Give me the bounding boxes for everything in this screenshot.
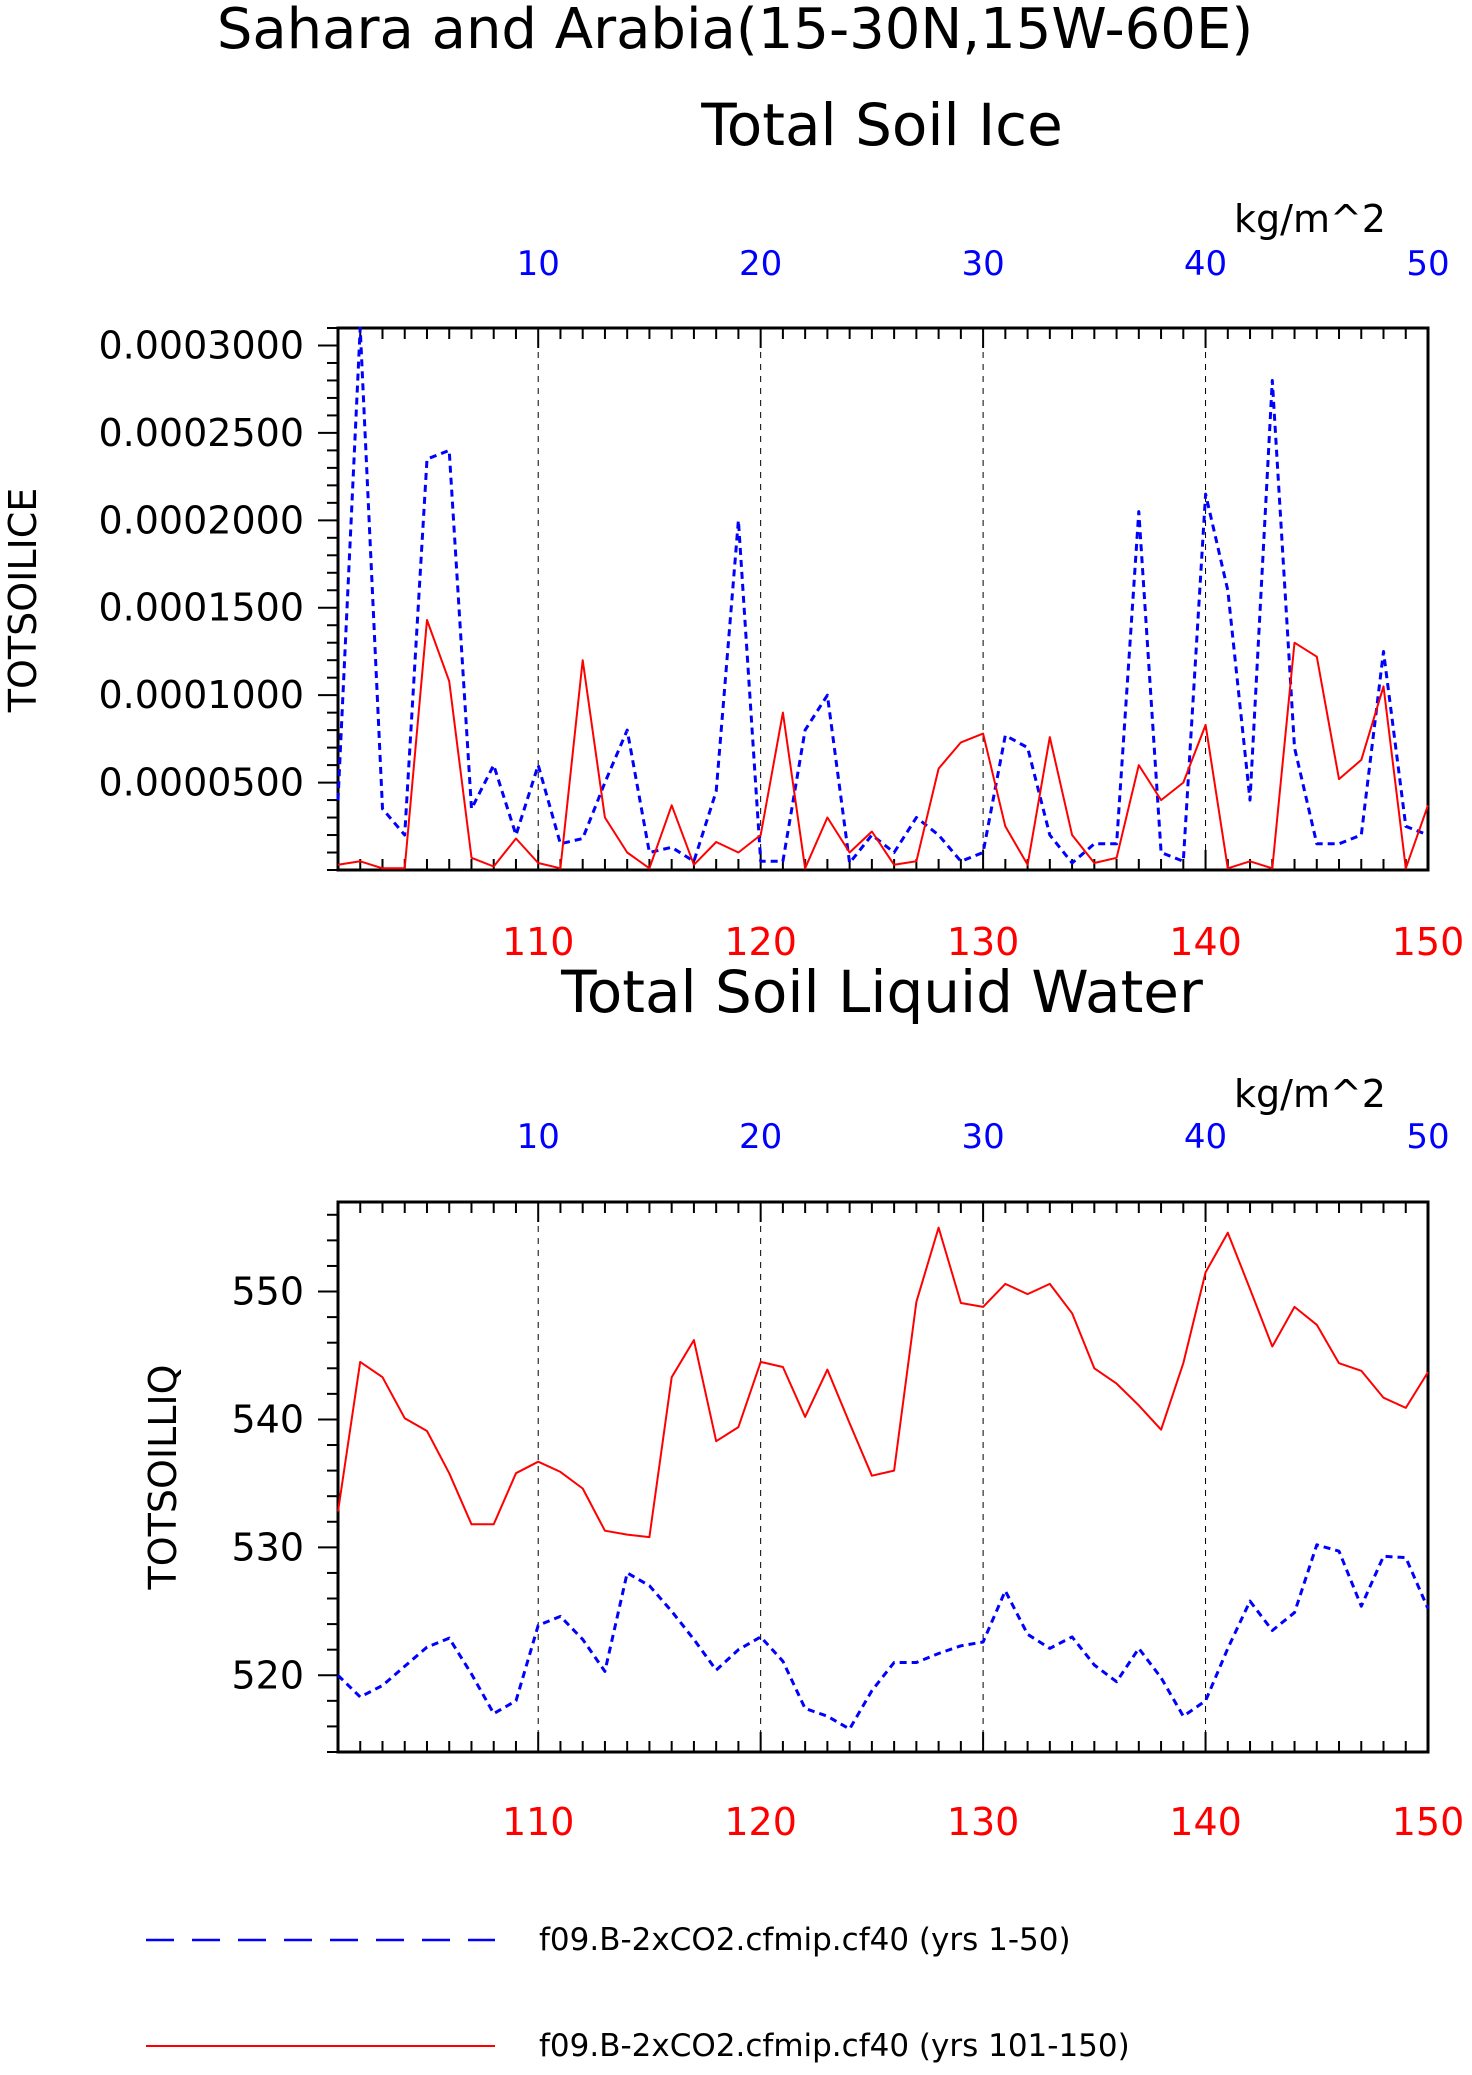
series-line-f09-b-2xco2-cfmip-cf40-yrs-1-50 — [336, 326, 1429, 865]
x-tick-label-top: 40 — [1184, 244, 1227, 284]
series-line-f09-b-2xco2-cfmip-cf40-yrs-101-150 — [337, 619, 1429, 870]
x-tick-label-top: 50 — [1406, 1117, 1449, 1157]
x-tick-label-bottom: 140 — [1169, 920, 1242, 964]
plot-frame — [336, 326, 1430, 872]
legend: f09.B-2xCO2.cfmip.cf40 (yrs 1-50) f09.B-… — [146, 1922, 1130, 2064]
x-tick-label-bottom: 140 — [1169, 1800, 1242, 1844]
x-tick-label-top: 10 — [517, 1117, 560, 1157]
plot-frame — [336, 1200, 1430, 1754]
y-tick-label: 550 — [231, 1270, 304, 1314]
y-tick-label: 520 — [231, 1653, 304, 1697]
y-tick-label: 530 — [231, 1525, 304, 1569]
legend-label-yrs-1-50: f09.B-2xCO2.cfmip.cf40 (yrs 1-50) — [539, 1922, 1071, 1958]
x-tick-label-bottom: 130 — [947, 920, 1020, 964]
units-label: kg/m^2 — [1234, 197, 1386, 241]
x-tick-label-top: 40 — [1184, 1117, 1227, 1157]
series-line-f09-b-2xco2-cfmip-cf40-yrs-101-150 — [337, 1226, 1429, 1539]
units-label: kg/m^2 — [1234, 1072, 1386, 1116]
y-tick-label: 540 — [231, 1397, 304, 1441]
y-axis-label: TOTSOILICE — [1, 488, 45, 714]
x-tick-label-bottom: 130 — [947, 1800, 1020, 1844]
y-tick-label: 0.0003000 — [99, 323, 305, 367]
panel-title: Total Soil Ice — [700, 91, 1063, 159]
figure-title: Sahara and Arabia(15-30N,15W-60E) — [217, 0, 1253, 62]
x-tick-label-bottom: 110 — [502, 920, 575, 964]
series-line-f09-b-2xco2-cfmip-cf40-yrs-1-50 — [336, 1543, 1430, 1731]
y-tick-label: 0.0002000 — [99, 498, 305, 542]
x-tick-label-bottom: 110 — [502, 1800, 575, 1844]
x-tick-label-top: 20 — [739, 244, 782, 284]
panel-title: Total Soil Liquid Water — [560, 958, 1203, 1026]
y-tick-label: 0.0002500 — [99, 411, 305, 455]
legend-label-yrs-101-150: f09.B-2xCO2.cfmip.cf40 (yrs 101-150) — [539, 2028, 1130, 2064]
x-tick-label-bottom: 120 — [724, 920, 797, 964]
y-tick-label: 0.0000500 — [99, 761, 305, 805]
y-tick-label: 0.0001500 — [99, 586, 305, 630]
x-tick-label-bottom: 120 — [724, 1800, 797, 1844]
x-tick-label-bottom: 150 — [1392, 920, 1465, 964]
x-tick-label-top: 10 — [517, 244, 560, 284]
panel-soil-liquid: Total Soil Liquid Water kg/m^2 TOTSOILLIQ 1… — [141, 958, 1464, 1844]
x-tick-label-top: 20 — [739, 1117, 782, 1157]
panel-soil-ice: Total Soil Ice kg/m^2 TOTSOILICE 110 120 130 1… — [1, 91, 1464, 964]
x-tick-label-top: 50 — [1406, 244, 1449, 284]
y-axis-label: TOTSOILLIQ — [141, 1364, 185, 1590]
x-tick-label-top: 30 — [961, 244, 1004, 284]
x-tick-label-bottom: 150 — [1392, 1800, 1465, 1844]
y-tick-label: 0.0001000 — [99, 673, 305, 717]
x-tick-label-top: 30 — [961, 1117, 1004, 1157]
